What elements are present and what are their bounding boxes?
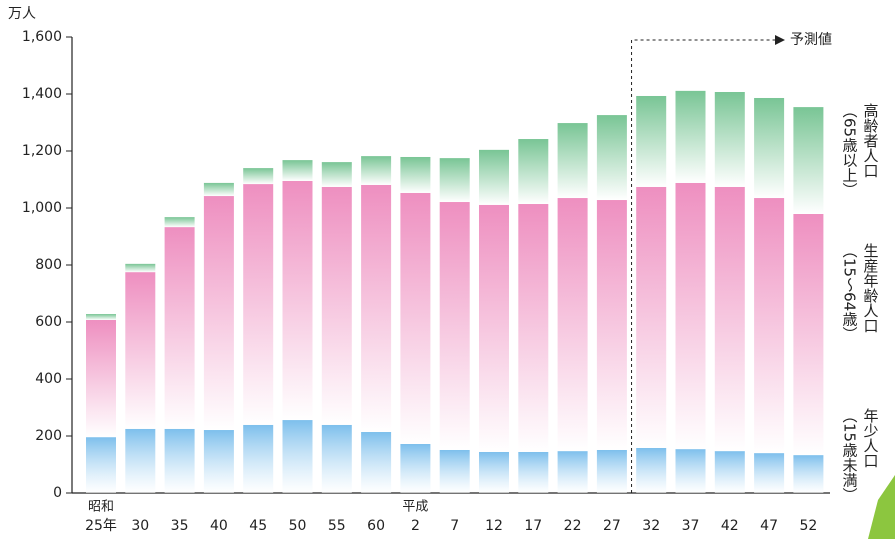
y-tick-label: 1,600 [22, 29, 62, 45]
bar-segment [203, 182, 234, 197]
bar-segment [243, 184, 274, 425]
legend-note: （15歳未満） [841, 408, 859, 502]
bar-segment [361, 184, 392, 433]
bar-segment [361, 432, 392, 493]
bar-segment [518, 204, 549, 452]
bar-segment [518, 451, 549, 493]
bar-segment [675, 449, 706, 493]
legend-label: 高齢者人口 [862, 103, 880, 178]
forecast-arrow [775, 35, 785, 45]
bar-segment [164, 227, 195, 429]
x-tick-label: 12 [485, 518, 503, 534]
bar-segment [636, 95, 667, 187]
bar-segment [164, 428, 195, 493]
legend-note: （15～64歳） [841, 243, 859, 341]
bar-segment [754, 198, 785, 454]
bar-segment [86, 320, 116, 438]
x-tick-label: 25年 [85, 518, 117, 534]
x-tick-label: 35 [171, 518, 189, 534]
y-tick-label: 600 [35, 314, 62, 330]
bar-segment [793, 213, 824, 456]
bar-segment [557, 198, 588, 452]
forecast-label: 予測値 [790, 32, 832, 48]
x-tick-label: 7 [450, 518, 459, 534]
bar-segment [361, 156, 392, 185]
x-tick-label: 45 [249, 518, 267, 534]
bar-segment [321, 186, 352, 425]
x-tick-label: 50 [289, 518, 307, 534]
bar-segment [754, 97, 785, 199]
bar-segment [596, 200, 627, 450]
legend-label: 生産年齢人口 [862, 243, 880, 333]
bar-segment [596, 449, 627, 493]
bar-segment [282, 180, 313, 421]
bar-segment [636, 186, 667, 448]
x-tick-label: 2 [411, 518, 420, 534]
x-tick-label: 55 [328, 518, 346, 534]
bar-segment [636, 447, 667, 493]
x-tick-label: 42 [721, 518, 739, 534]
y-tick-label: 1,200 [22, 143, 62, 159]
bar-segment [557, 123, 588, 199]
x-tick-label: 27 [603, 518, 621, 534]
era-label: 昭和 [88, 500, 114, 515]
decoration [868, 475, 895, 539]
x-tick-label: 17 [524, 518, 542, 534]
bar-segment [282, 160, 313, 181]
bar-segment [321, 424, 352, 493]
bar-segment [714, 92, 745, 187]
bar-segment [400, 443, 431, 493]
bar-segment [86, 314, 116, 321]
bar-segment [754, 453, 785, 493]
bar-segment [321, 162, 352, 187]
bar-segment [793, 455, 824, 493]
bar-segment [714, 451, 745, 493]
y-tick-label: 1,000 [22, 200, 62, 216]
era-label: 平成 [402, 500, 428, 515]
bar-segment [86, 437, 116, 493]
y-tick-label: 400 [35, 371, 62, 387]
legend-note: （65歳以上） [841, 103, 859, 197]
bar-segment [439, 449, 470, 493]
bar-segment [282, 420, 313, 493]
bar-segment [479, 204, 509, 452]
bar-segment [439, 158, 470, 203]
bar-segment [125, 428, 156, 493]
x-tick-label: 30 [131, 518, 149, 534]
bar-segment [479, 149, 509, 205]
y-tick-label: 200 [35, 428, 62, 444]
x-tick-label: 47 [760, 518, 778, 534]
bar-segment [518, 139, 549, 205]
bar-segment [714, 186, 745, 452]
bar-segment [400, 156, 431, 193]
x-tick-label: 22 [564, 518, 582, 534]
x-tick-label: 32 [642, 518, 660, 534]
forecast-line [631, 39, 775, 493]
x-tick-label: 37 [682, 518, 700, 534]
x-tick-label: 40 [210, 518, 228, 534]
bar-segment [675, 90, 706, 183]
bar-segment [164, 217, 195, 228]
bar-segment [203, 430, 234, 493]
x-tick-label: 52 [799, 518, 817, 534]
bar-segment [479, 451, 509, 493]
legend-label: 年少人口 [862, 408, 880, 468]
bar-segment [439, 202, 470, 450]
bar-segment [675, 182, 706, 450]
bar-segment [125, 263, 156, 273]
y-unit: 万人 [8, 6, 36, 22]
bar-segment [203, 196, 234, 431]
bar-segment [596, 115, 627, 201]
y-tick-label: 0 [53, 485, 62, 501]
x-tick-label: 60 [367, 518, 385, 534]
bar-segment [557, 451, 588, 493]
y-tick-label: 800 [35, 257, 62, 273]
y-tick-label: 1,400 [22, 86, 62, 102]
bar-segment [400, 192, 431, 444]
bar-segment [125, 272, 156, 429]
bar-segment [243, 424, 274, 493]
bar-segment [793, 107, 824, 214]
bar-segment [243, 168, 274, 185]
